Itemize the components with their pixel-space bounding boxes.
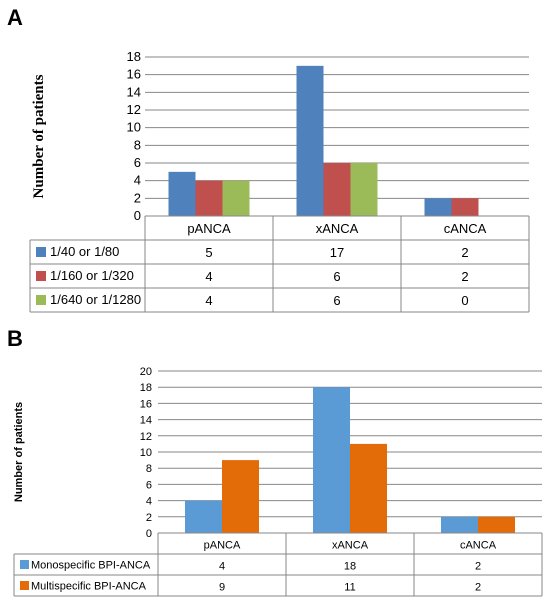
table-value: 4 [219,561,225,573]
table-value: 2 [461,269,468,284]
y-tick-label: 8 [134,137,141,152]
y-tick-label: 4 [134,173,141,188]
bar [478,516,515,533]
table-value: 11 [344,582,355,594]
table-value: 2 [475,582,481,594]
x-category-label: xANCA [316,221,359,236]
legend-label: 1/640 or 1/1280 [50,292,141,307]
legend-label: Multispecific BPI-ANCA [31,581,147,593]
bar [195,180,223,216]
x-category-label: pANCA [187,221,231,236]
x-category-label: cANCA [444,221,487,236]
y-tick-label: 12 [127,102,141,117]
y-tick-label: 6 [146,479,152,491]
y-tick-label: 2 [134,190,141,205]
panel-a-chart: 0 2 4 6 8 10 12 14 16 18 Number of patients pANCA xA… [29,49,530,313]
y-tick-label: 14 [127,84,141,99]
y-axis-label: Number of patients [31,74,47,198]
bar [222,180,250,216]
y-tick-label: 16 [127,67,141,82]
bar [424,198,452,216]
bar [296,65,324,216]
panel-b-chart: 0 2 4 6 8 10 12 14 16 18 20 Number of patients pANCA… [13,366,543,597]
y-tick-label: 12 [140,431,152,443]
bar [185,500,222,533]
y-tick-label: 0 [134,208,141,223]
y-tick-label: 10 [127,120,141,135]
legend-swatch [36,295,46,305]
y-tick-label: 10 [140,447,152,459]
table-value: 6 [333,293,340,308]
legend-swatch [20,560,29,569]
bar [350,163,378,216]
table-value: 2 [475,561,481,573]
y-tick-label: 8 [146,463,152,475]
y-tick-label: 2 [146,512,152,524]
table-value: 9 [219,582,225,594]
legend-swatch [20,581,29,590]
y-tick-label: 20 [140,366,152,378]
y-tick-label: 18 [127,49,141,64]
table-value: 2 [461,245,468,260]
y-tick-label: 4 [146,496,152,508]
table-value: 17 [330,245,344,260]
bar [323,163,351,216]
y-tick-label: 14 [140,415,152,427]
table-value: 0 [461,293,468,308]
y-tick-label: 0 [146,528,152,540]
legend-label: 1/40 or 1/80 [50,244,119,259]
table-value: 4 [205,269,212,284]
table-value: 18 [344,561,356,573]
legend-label: Monospecific BPI-ANCA [31,560,151,572]
bar [222,460,259,533]
bar [168,171,196,216]
bar [350,443,387,533]
bar [313,387,350,533]
y-tick-label: 6 [134,155,141,170]
x-category-label: cANCA [460,540,497,552]
y-tick-label: 18 [140,382,152,394]
panel-b-letter: B [7,326,23,351]
bar [441,516,478,533]
bar [451,198,479,216]
y-tick-label: 16 [140,398,152,410]
x-category-label: pANCA [204,540,241,552]
y-axis-label: Number of patients [13,402,25,502]
legend-swatch [36,247,46,257]
x-category-label: xANCA [332,540,369,552]
table-value: 6 [333,269,340,284]
legend-swatch [36,271,46,281]
table-value: 5 [205,245,212,260]
panel-a-letter: A [7,5,23,30]
legend-label: 1/160 or 1/320 [50,268,134,283]
table-value: 4 [205,293,212,308]
